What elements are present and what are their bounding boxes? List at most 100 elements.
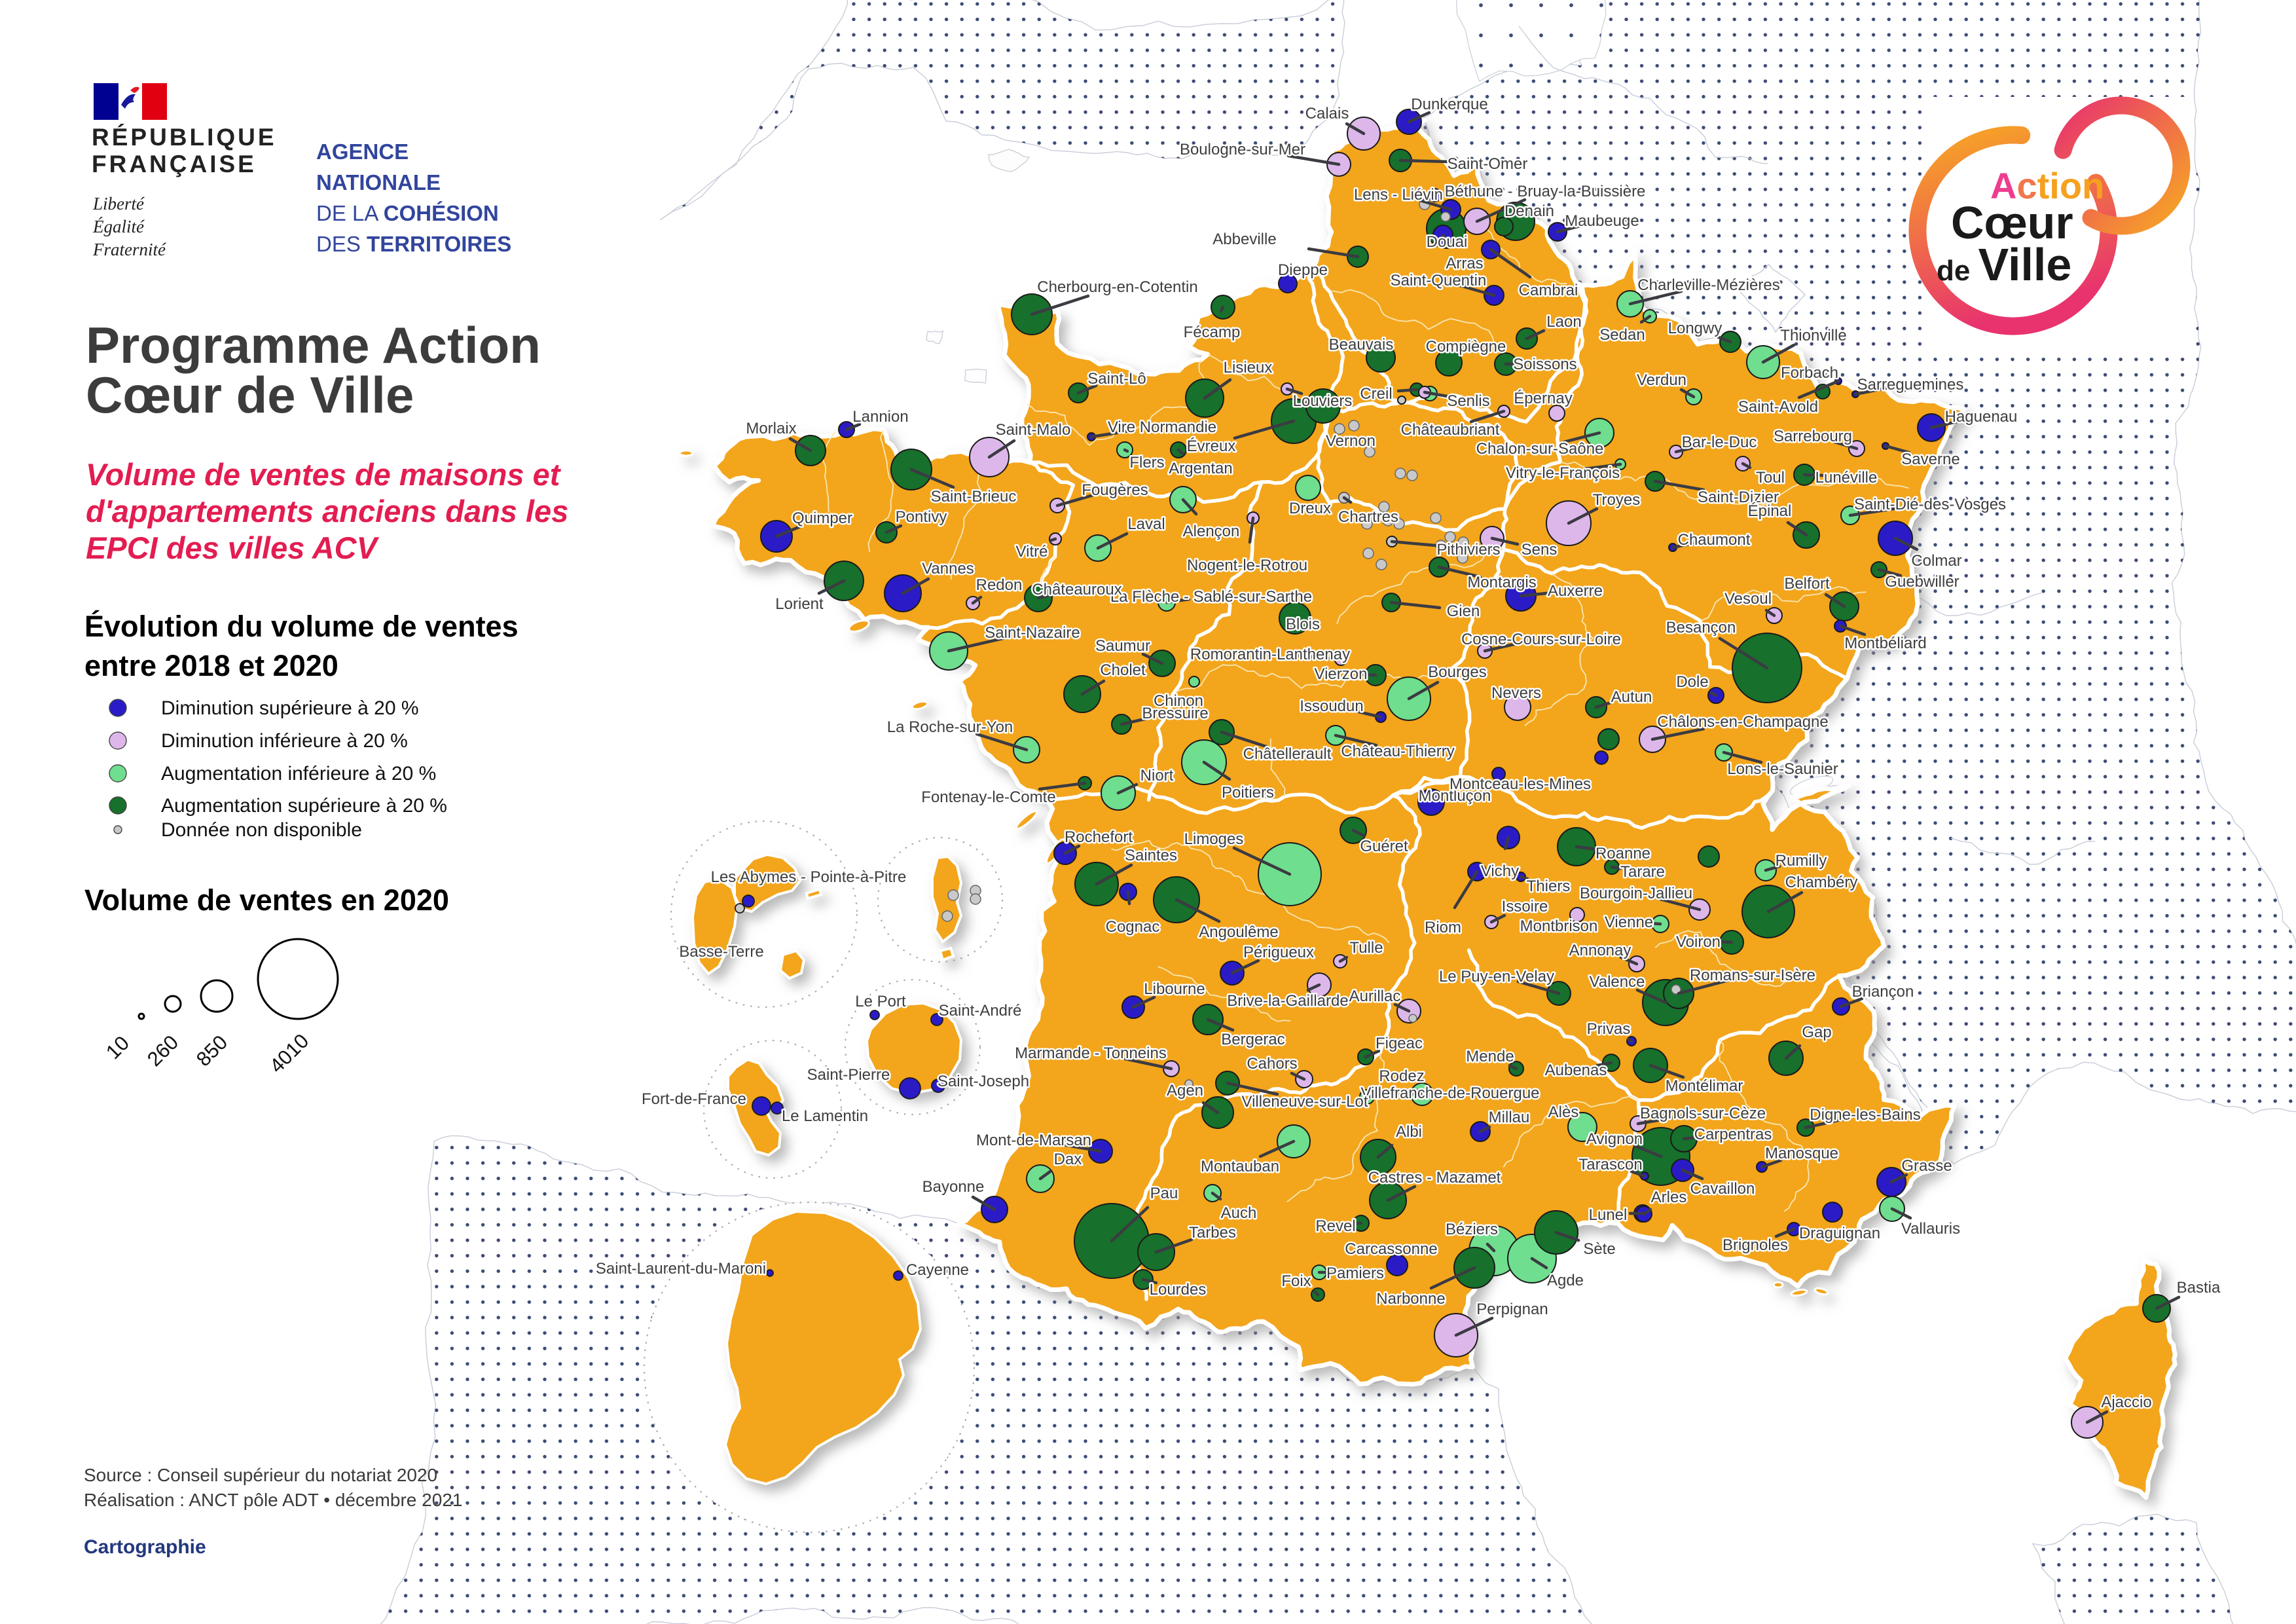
svg-text:Louviers: Louviers [1293,392,1353,410]
svg-text:Soissons: Soissons [1513,356,1576,373]
svg-text:Diminution inférieure à 20 %: Diminution inférieure à 20 % [161,730,408,752]
svg-text:Sens: Sens [1522,541,1558,559]
svg-text:Vannes: Vannes [922,560,974,578]
svg-text:RÉPUBLIQUE: RÉPUBLIQUE [92,124,277,151]
svg-text:Saint-Brieuc: Saint-Brieuc [931,488,1017,506]
svg-text:Fécamp: Fécamp [1184,323,1241,341]
svg-text:Cavaillon: Cavaillon [1690,1180,1755,1198]
svg-text:Fraternité: Fraternité [92,240,166,259]
svg-text:Perpignan: Perpignan [1476,1301,1548,1318]
svg-text:Romorantin-Lanthenay: Romorantin-Lanthenay [1190,646,1350,663]
svg-text:Saumur: Saumur [1095,637,1150,655]
svg-text:Annonay: Annonay [1569,942,1631,959]
svg-text:Figeac: Figeac [1376,1035,1423,1052]
svg-text:Montargis: Montargis [1467,574,1536,591]
svg-text:Riom: Riom [1425,919,1461,936]
svg-text:Castres - Mazamet: Castres - Mazamet [1368,1169,1501,1187]
svg-text:Thiers: Thiers [1527,877,1571,895]
svg-text:Tulle: Tulle [1349,939,1383,957]
svg-text:Vire Normandie: Vire Normandie [1108,418,1216,436]
svg-text:Chartres: Chartres [1338,508,1398,526]
svg-text:Chalon-sur-Saône: Chalon-sur-Saône [1476,440,1604,458]
svg-text:Pau: Pau [1150,1185,1178,1202]
svg-text:Bressuire: Bressuire [1142,705,1208,722]
svg-text:Montbrison: Montbrison [1520,917,1598,935]
svg-text:Fontenay-le-Comte: Fontenay-le-Comte [921,788,1055,806]
svg-text:Diminution supérieure à 20 %: Diminution supérieure à 20 % [161,697,419,719]
svg-text:Lons-le-Saunier: Lons-le-Saunier [1727,760,1838,778]
svg-text:d'appartements anciens dans le: d'appartements anciens dans les [86,494,568,528]
svg-text:DE LA COHÉSION: DE LA COHÉSION [316,201,499,225]
svg-text:Volume de ventes en 2020: Volume de ventes en 2020 [84,883,449,917]
svg-text:Laon: Laon [1546,313,1581,331]
svg-text:Saintes: Saintes [1125,847,1177,864]
svg-text:Vitry-le-François: Vitry-le-François [1506,464,1620,482]
svg-text:Bagnols-sur-Cèze: Bagnols-sur-Cèze [1640,1105,1766,1122]
svg-text:AGENCE: AGENCE [316,139,409,164]
svg-text:Évreux: Évreux [1187,437,1236,455]
svg-text:Sète: Sète [1583,1240,1615,1258]
svg-text:Autun: Autun [1611,688,1652,706]
svg-text:NATIONALE: NATIONALE [316,170,441,194]
svg-text:Le Puy-en-Velay: Le Puy-en-Velay [1439,968,1554,986]
svg-text:Auxerre: Auxerre [1548,582,1603,600]
svg-text:Maubeuge: Maubeuge [1565,212,1639,230]
svg-text:Cahors: Cahors [1247,1055,1297,1073]
svg-text:Flers: Flers [1129,454,1164,471]
svg-text:Lorient: Lorient [775,595,824,613]
svg-text:Égalité: Égalité [92,217,145,236]
svg-text:Quimper: Quimper [792,509,852,527]
svg-text:Tarare: Tarare [1620,863,1665,881]
svg-text:Troyes: Troyes [1593,491,1640,509]
svg-text:Nevers: Nevers [1491,684,1541,702]
svg-text:EPCI des villes ACV: EPCI des villes ACV [86,530,380,565]
svg-text:Albi: Albi [1396,1123,1422,1141]
svg-text:Saint-Laurent-du-Maroni: Saint-Laurent-du-Maroni [596,1260,766,1278]
svg-text:Avignon: Avignon [1586,1130,1643,1148]
svg-text:Épernay: Épernay [1514,390,1572,407]
svg-text:Augmentation supérieure à 20 %: Augmentation supérieure à 20 % [161,795,447,817]
svg-text:Action: Action [1990,165,2104,206]
svg-text:Mende: Mende [1466,1048,1514,1065]
svg-text:Fougères: Fougères [1082,481,1148,499]
svg-text:Longwy: Longwy [1668,320,1722,337]
svg-text:Saint-Malo: Saint-Malo [996,421,1071,439]
svg-text:La Flèche - Sablé-sur-Sarthe: La Flèche - Sablé-sur-Sarthe [1110,588,1312,606]
svg-text:Creil: Creil [1360,385,1392,403]
svg-text:Pamiers: Pamiers [1326,1264,1384,1282]
svg-text:DES TERRITOIRES: DES TERRITOIRES [316,232,511,256]
svg-text:Charleville-Mézières: Charleville-Mézières [1637,276,1779,294]
svg-text:Grasse: Grasse [1901,1157,1952,1175]
svg-text:Aurillac: Aurillac [1349,987,1401,1005]
svg-text:Saint-Quentin: Saint-Quentin [1391,272,1487,289]
svg-text:Montceau-les-Mines: Montceau-les-Mines [1449,775,1591,793]
svg-text:Châteauroux: Châteauroux [1032,581,1121,599]
svg-text:Vernon: Vernon [1326,432,1376,450]
svg-text:Lisieux: Lisieux [1224,359,1273,377]
svg-text:Chinon: Chinon [1154,692,1203,710]
svg-text:Liberté: Liberté [92,194,145,213]
svg-text:Cayenne: Cayenne [906,1261,969,1279]
svg-text:Volume de ventes de maisons et: Volume de ventes de maisons et [86,457,562,492]
svg-text:Limoges: Limoges [1184,830,1244,848]
svg-text:Senlis: Senlis [1447,392,1489,410]
svg-text:Cambrai: Cambrai [1519,282,1578,299]
svg-text:Millau: Millau [1489,1109,1530,1126]
svg-text:Draguignan: Draguignan [1799,1225,1880,1242]
svg-text:Bastia: Bastia [2177,1279,2221,1297]
svg-text:Saint-Joseph: Saint-Joseph [938,1073,1029,1090]
svg-text:Cartographie: Cartographie [84,1536,206,1558]
svg-text:Privas: Privas [1587,1020,1631,1038]
svg-text:Boulogne-sur-Mer: Boulogne-sur-Mer [1180,141,1305,158]
svg-text:Rumilly: Rumilly [1776,852,1827,870]
svg-text:Sedan: Sedan [1599,326,1645,344]
svg-text:Beauvais: Beauvais [1329,336,1394,354]
svg-text:Vichy: Vichy [1481,862,1519,880]
svg-text:Saint-Avold: Saint-Avold [1738,398,1818,416]
svg-text:Manosque: Manosque [1765,1145,1838,1162]
svg-text:Alençon: Alençon [1183,523,1240,540]
svg-text:Dunkerque: Dunkerque [1411,96,1487,113]
svg-text:Angoulême: Angoulême [1199,923,1278,941]
svg-text:Arras: Arras [1446,255,1483,272]
svg-text:Blois: Blois [1286,616,1320,633]
